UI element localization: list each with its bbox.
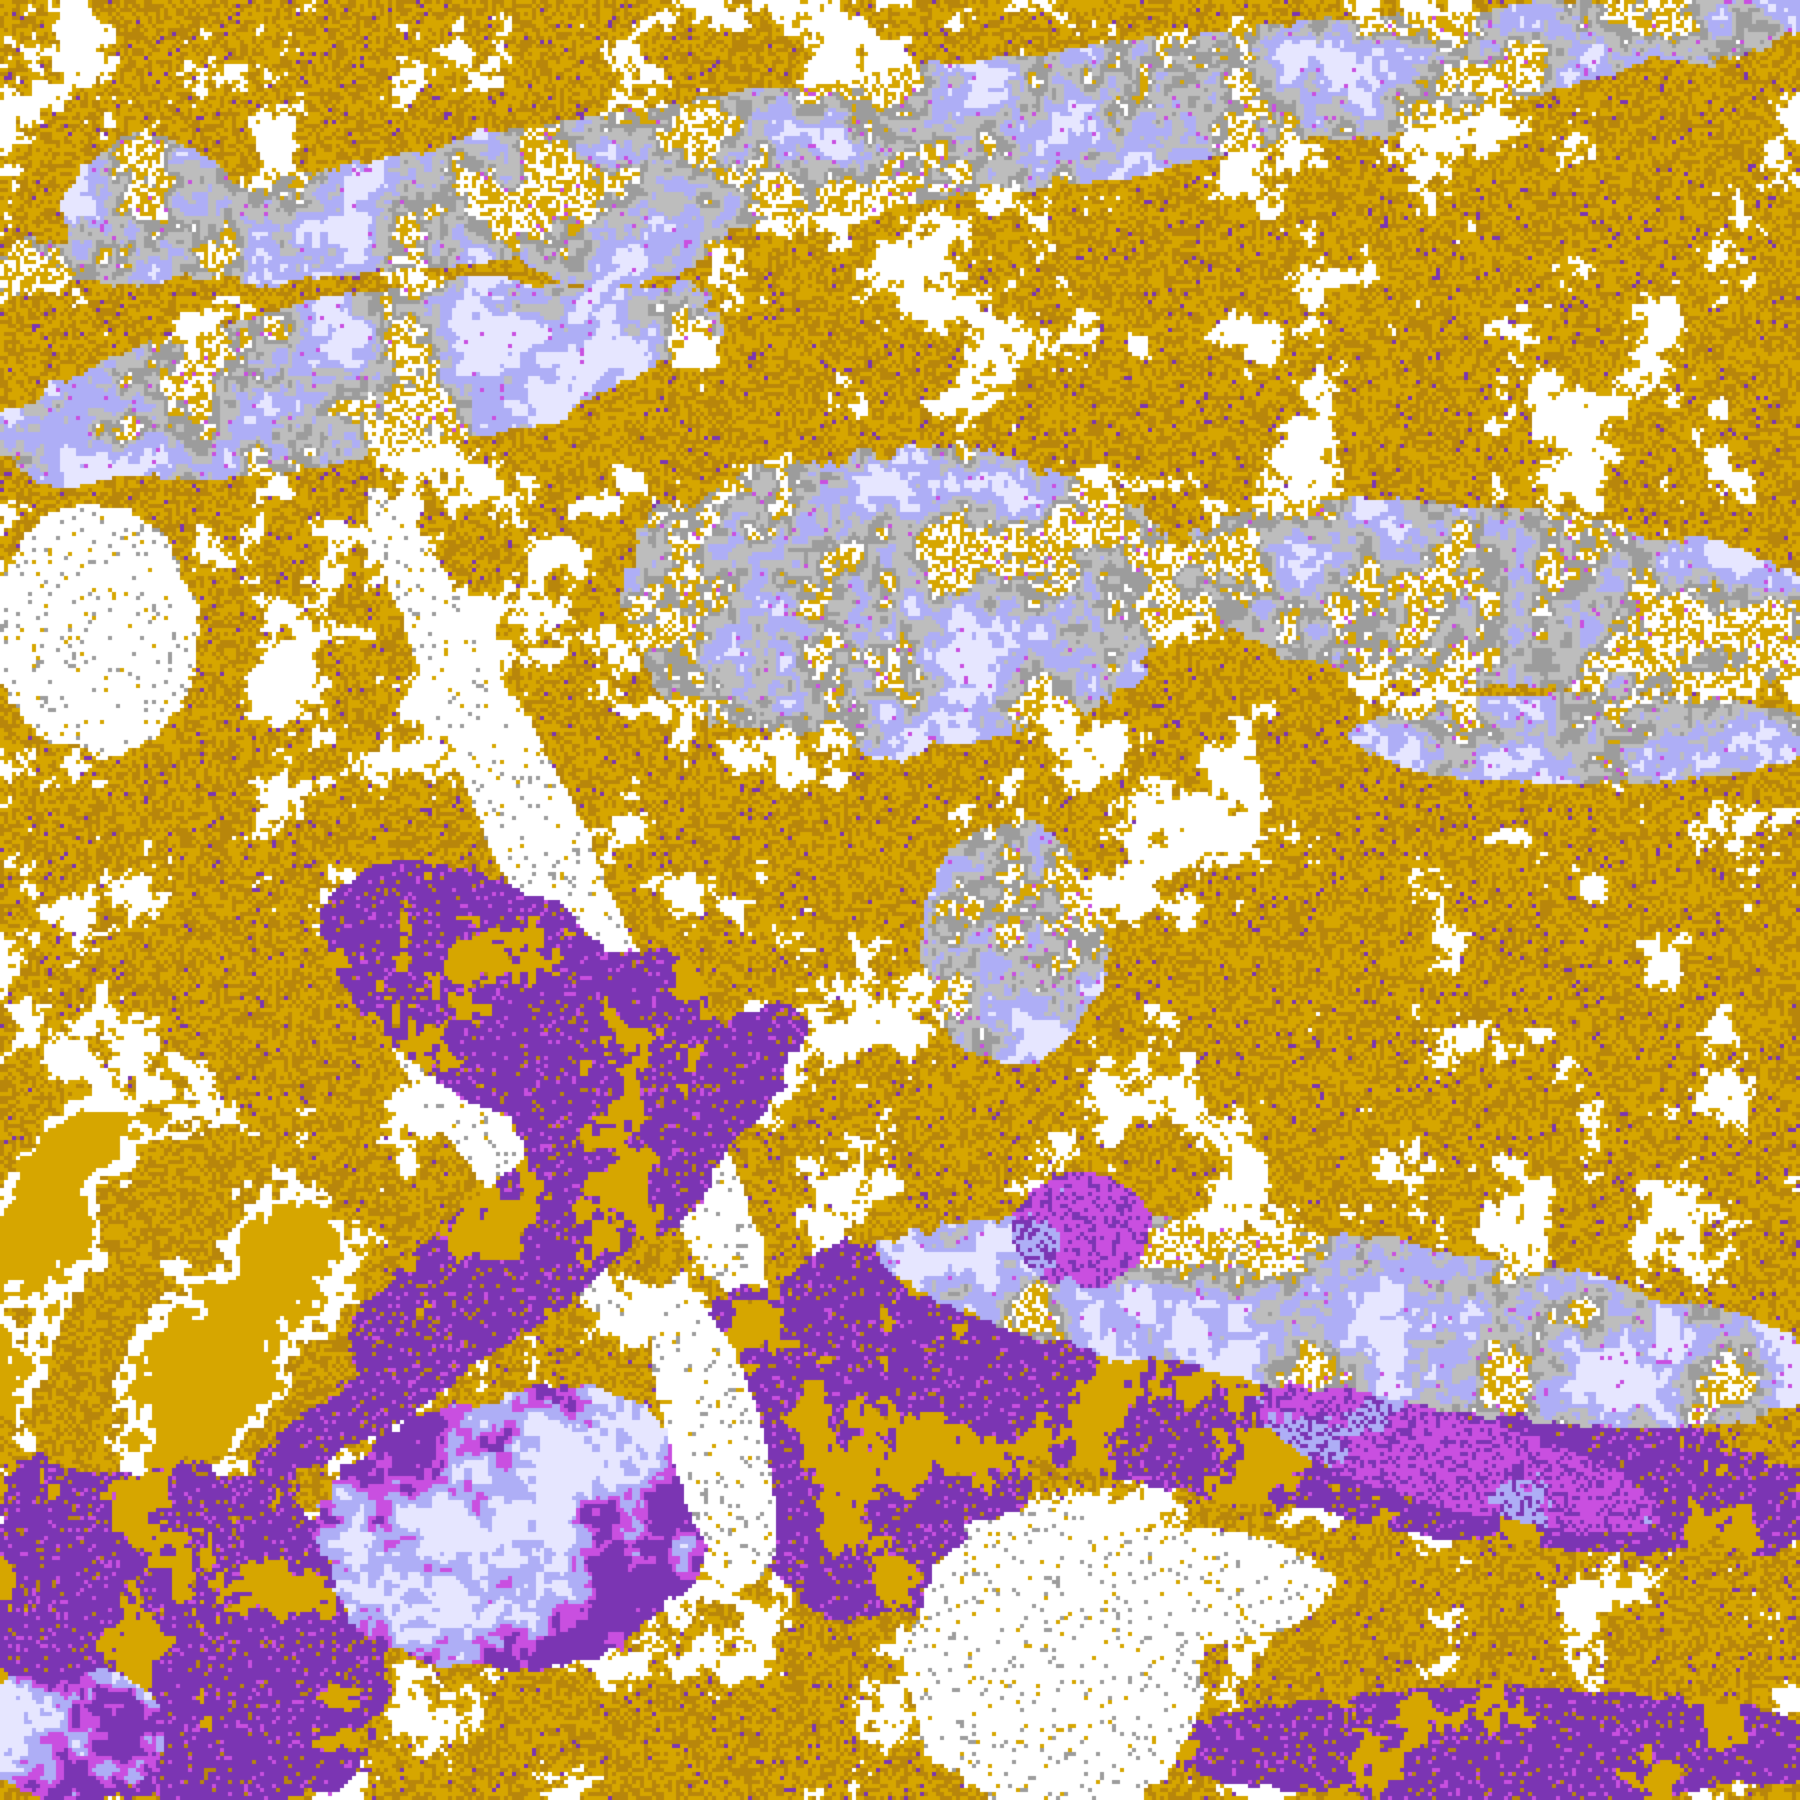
satellite-image [0, 0, 1800, 1800]
